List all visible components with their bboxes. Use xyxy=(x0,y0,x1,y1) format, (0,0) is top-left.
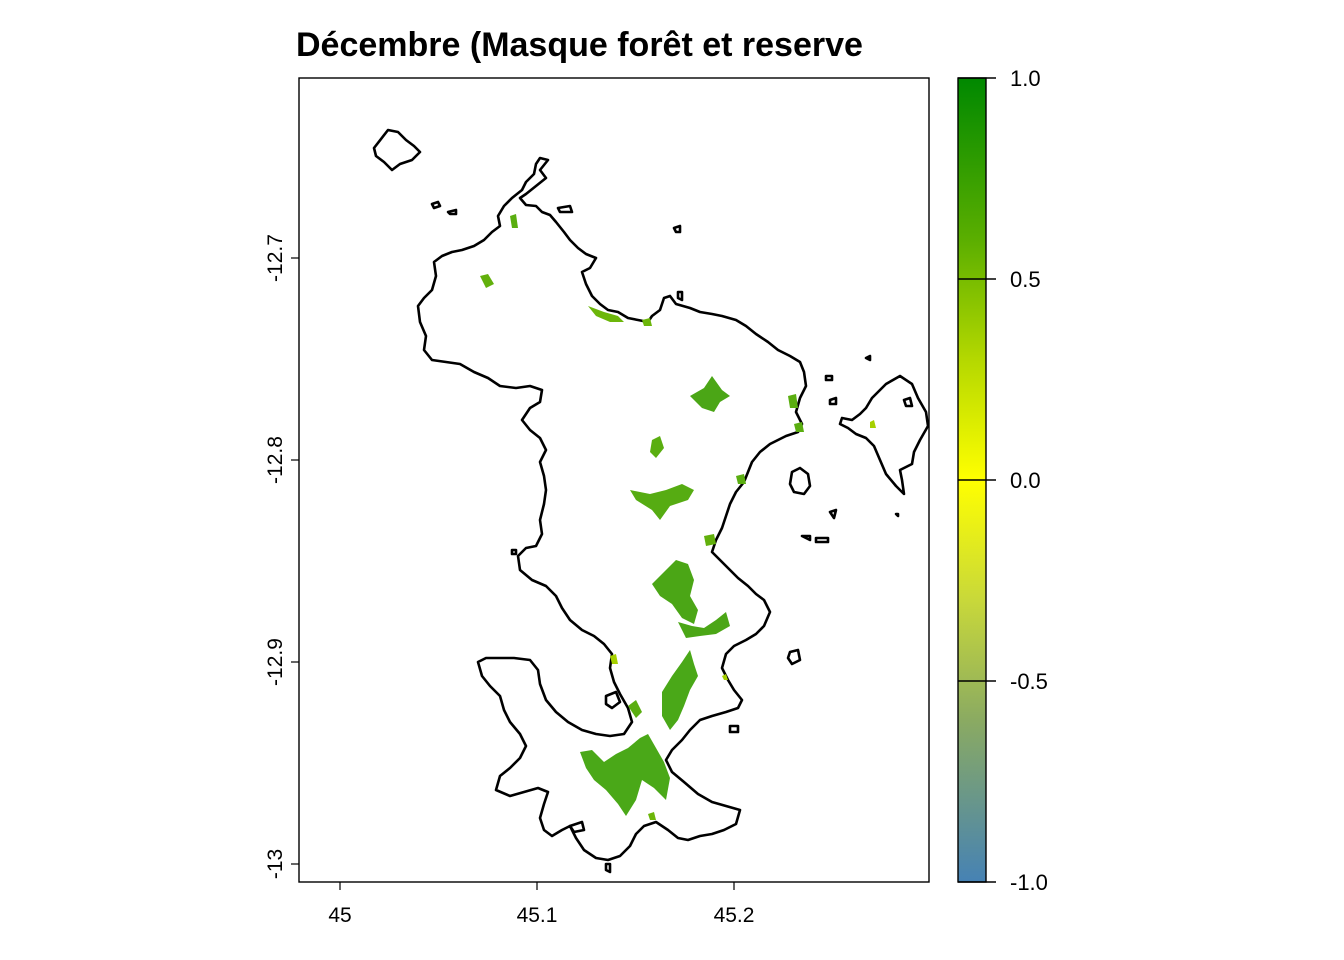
map-title: Décembre (Masque forêt et reserve xyxy=(296,26,863,64)
forest-patch-north-2 xyxy=(480,274,494,288)
forest-patch-north-4 xyxy=(642,318,652,326)
y-tick-label: -12.8 xyxy=(264,436,287,484)
forest-patch-yellow-1 xyxy=(610,654,618,664)
forest-patch-south-west xyxy=(628,700,642,718)
x-tick-label: 45.2 xyxy=(714,904,755,927)
colorbar-tick-label: 0.0 xyxy=(1010,468,1041,493)
colorbar-ticks: 1.0 0.5 0.0 -0.5 -1.0 xyxy=(958,66,1048,895)
forest-patch-central-north xyxy=(690,376,730,412)
colorbar-tick-label: -0.5 xyxy=(1010,669,1048,694)
x-tick-label: 45 xyxy=(328,904,351,927)
x-axis: 45 45.1 45.2 xyxy=(328,882,754,927)
y-axis: -12.7 -12.8 -12.9 -13 xyxy=(264,234,299,879)
colorbar-tick-label: -1.0 xyxy=(1010,870,1048,895)
x-tick-label: 45.1 xyxy=(517,904,558,927)
forest-patch-east-1 xyxy=(788,394,798,408)
forest-patch-central-south-2 xyxy=(678,612,730,638)
plot-frame xyxy=(298,77,930,883)
forest-patch-east-3 xyxy=(736,474,746,484)
coastline-petite-terre xyxy=(838,374,930,496)
colorbar-tick-label: 0.5 xyxy=(1010,267,1041,292)
forest-patch-south-ridge xyxy=(662,650,698,730)
coastline-grande-terre xyxy=(416,156,808,862)
y-tick-label: -13 xyxy=(264,849,287,879)
forest-patch-central-south-1 xyxy=(652,560,698,624)
coastline-nw-islet xyxy=(372,128,422,172)
forest-patch-south-main xyxy=(580,734,670,816)
colorbar-tick-label: 1.0 xyxy=(1010,66,1041,91)
forest-patch-north-1 xyxy=(510,214,518,228)
forest-patch-east-2 xyxy=(794,422,804,432)
forest-patches xyxy=(480,214,876,820)
y-tick-label: -12.7 xyxy=(264,234,287,282)
forest-patch-east-4 xyxy=(704,534,716,546)
forest-patch-south-tip xyxy=(648,812,656,820)
small-islets xyxy=(430,200,914,874)
forest-patch-center-2 xyxy=(630,484,694,520)
forest-patch-yellow-3 xyxy=(870,420,876,428)
colorbar-legend: 1.0 0.5 0.0 -0.5 -1.0 xyxy=(957,66,1048,895)
forest-patch-center-1 xyxy=(650,436,664,458)
y-tick-label: -12.9 xyxy=(264,638,287,686)
forest-patch-north-3 xyxy=(588,306,624,322)
forest-patch-yellow-2 xyxy=(722,674,728,680)
